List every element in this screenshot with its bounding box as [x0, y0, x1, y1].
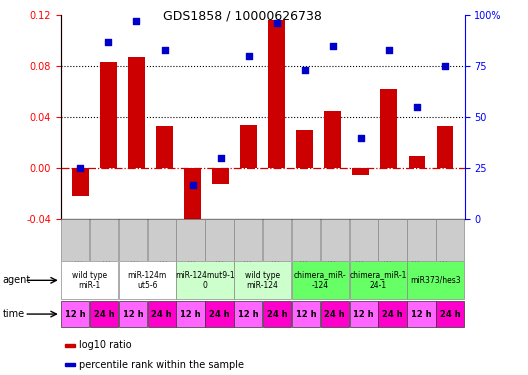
- Text: 24 h: 24 h: [267, 310, 287, 319]
- Bar: [212, 168, 229, 184]
- Text: 12 h: 12 h: [353, 310, 374, 319]
- Bar: [379, 301, 407, 327]
- Text: miR-124mut9-1
0: miR-124mut9-1 0: [175, 271, 235, 290]
- Bar: [156, 126, 173, 168]
- Bar: [409, 156, 426, 168]
- Text: miR-124m
ut5-6: miR-124m ut5-6: [128, 271, 167, 290]
- Text: time: time: [3, 309, 25, 319]
- Bar: [65, 363, 75, 366]
- Text: 12 h: 12 h: [180, 310, 201, 319]
- Bar: [240, 125, 257, 168]
- Bar: [320, 219, 349, 261]
- Text: wild type
miR-1: wild type miR-1: [72, 271, 107, 290]
- Bar: [61, 301, 89, 327]
- Text: percentile rank within the sample: percentile rank within the sample: [79, 360, 244, 370]
- Bar: [234, 261, 291, 299]
- Bar: [352, 168, 369, 175]
- Point: [104, 39, 112, 45]
- Text: 12 h: 12 h: [65, 310, 86, 319]
- Bar: [176, 219, 205, 261]
- Bar: [205, 219, 233, 261]
- Bar: [350, 261, 407, 299]
- Bar: [184, 168, 201, 238]
- Bar: [379, 219, 407, 261]
- Bar: [292, 219, 320, 261]
- Bar: [263, 219, 291, 261]
- Text: 24 h: 24 h: [152, 310, 172, 319]
- Bar: [320, 301, 349, 327]
- Point: [188, 182, 197, 188]
- Text: 24 h: 24 h: [93, 310, 114, 319]
- Bar: [381, 89, 397, 168]
- Bar: [234, 219, 262, 261]
- Bar: [234, 301, 262, 327]
- Text: 12 h: 12 h: [122, 310, 143, 319]
- Bar: [407, 301, 436, 327]
- Bar: [100, 62, 117, 168]
- Bar: [128, 57, 145, 168]
- Bar: [324, 111, 341, 168]
- Bar: [119, 261, 176, 299]
- Bar: [350, 301, 378, 327]
- Point: [132, 18, 140, 24]
- Bar: [65, 344, 75, 347]
- Point: [413, 104, 421, 110]
- Text: 24 h: 24 h: [440, 310, 460, 319]
- Bar: [296, 130, 313, 168]
- Text: agent: agent: [3, 275, 31, 285]
- Point: [328, 43, 337, 49]
- Text: wild type
miR-124: wild type miR-124: [245, 271, 280, 290]
- Point: [272, 20, 281, 26]
- Bar: [147, 219, 176, 261]
- Text: 12 h: 12 h: [238, 310, 259, 319]
- Bar: [119, 219, 147, 261]
- Text: chimera_miR-1
24-1: chimera_miR-1 24-1: [350, 271, 407, 290]
- Point: [76, 165, 84, 171]
- Point: [300, 67, 309, 73]
- Text: log10 ratio: log10 ratio: [79, 340, 131, 350]
- Bar: [90, 219, 118, 261]
- Point: [244, 53, 253, 59]
- Bar: [436, 219, 464, 261]
- Text: GDS1858 / 10000626738: GDS1858 / 10000626738: [163, 9, 322, 22]
- Point: [385, 47, 393, 53]
- Bar: [263, 301, 291, 327]
- Text: 24 h: 24 h: [325, 310, 345, 319]
- Bar: [292, 301, 320, 327]
- Bar: [407, 261, 464, 299]
- Text: 24 h: 24 h: [382, 310, 403, 319]
- Text: 12 h: 12 h: [411, 310, 432, 319]
- Bar: [350, 219, 378, 261]
- Bar: [436, 301, 464, 327]
- Bar: [61, 219, 89, 261]
- Bar: [119, 301, 147, 327]
- Text: miR373/hes3: miR373/hes3: [410, 276, 461, 285]
- Bar: [176, 261, 233, 299]
- Bar: [268, 20, 285, 168]
- Point: [356, 135, 365, 141]
- Bar: [72, 168, 89, 196]
- Text: chimera_miR-
-124: chimera_miR- -124: [294, 271, 347, 290]
- Bar: [437, 126, 454, 168]
- Bar: [61, 261, 118, 299]
- Point: [216, 155, 225, 161]
- Bar: [90, 301, 118, 327]
- Point: [441, 63, 449, 69]
- Bar: [407, 219, 436, 261]
- Text: 12 h: 12 h: [296, 310, 316, 319]
- Bar: [205, 301, 233, 327]
- Bar: [176, 301, 205, 327]
- Bar: [147, 301, 176, 327]
- Bar: [292, 261, 349, 299]
- Text: 24 h: 24 h: [209, 310, 230, 319]
- Point: [161, 47, 169, 53]
